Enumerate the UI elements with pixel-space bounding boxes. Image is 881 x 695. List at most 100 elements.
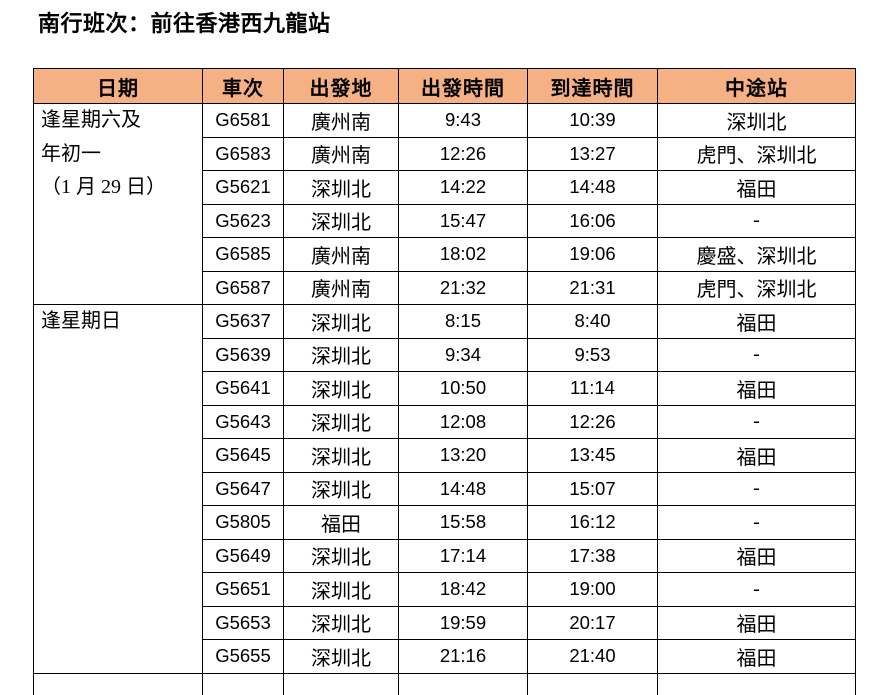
arrival-time-cell: 10:39: [528, 104, 658, 138]
via-stations-cell: -: [658, 573, 856, 607]
cut-off-cell: [34, 673, 203, 695]
train-no-cell: G5643: [203, 405, 284, 439]
arrival-time-cell: 9:53: [528, 338, 658, 372]
column-header-arrival-time: 到達時間: [528, 69, 658, 104]
cut-off-cell: [528, 673, 658, 695]
arrival-time-cell: 21:31: [528, 271, 658, 305]
departure-time-cell: 8:15: [399, 305, 528, 339]
cut-off-cell: [399, 673, 528, 695]
date-line: 逢星期日: [41, 305, 202, 339]
via-stations-cell: 福田: [658, 372, 856, 406]
table-header-row: 日期 車次 出發地 出發時間 到達時間 中途站: [34, 69, 856, 104]
via-stations-cell: -: [658, 405, 856, 439]
departure-time-cell: 12:08: [399, 405, 528, 439]
page-title: 南行班次：前往香港西九龍站: [38, 6, 331, 38]
origin-cell: 深圳北: [284, 405, 399, 439]
origin-cell: 深圳北: [284, 439, 399, 473]
via-stations-cell: -: [658, 472, 856, 506]
train-no-cell: G6587: [203, 271, 284, 305]
origin-cell: 廣州南: [284, 137, 399, 171]
arrival-time-cell: 14:48: [528, 171, 658, 205]
train-no-cell: G6583: [203, 137, 284, 171]
origin-cell: 深圳北: [284, 606, 399, 640]
departure-time-cell: 19:59: [399, 606, 528, 640]
train-no-cell: G5639: [203, 338, 284, 372]
cut-off-cell: [284, 673, 399, 695]
train-no-cell: G5621: [203, 171, 284, 205]
via-stations-cell: -: [658, 338, 856, 372]
arrival-time-cell: 21:40: [528, 640, 658, 674]
origin-cell: 深圳北: [284, 372, 399, 406]
departure-time-cell: 14:22: [399, 171, 528, 205]
via-stations-cell: -: [658, 506, 856, 540]
arrival-time-cell: 19:00: [528, 573, 658, 607]
via-stations-cell: 慶盛、深圳北: [658, 238, 856, 272]
departure-time-cell: 15:47: [399, 204, 528, 238]
via-stations-cell: 福田: [658, 539, 856, 573]
train-no-cell: G6585: [203, 238, 284, 272]
column-header-origin: 出發地: [284, 69, 399, 104]
origin-cell: 深圳北: [284, 171, 399, 205]
departure-time-cell: 10:50: [399, 372, 528, 406]
via-stations-cell: 深圳北: [658, 104, 856, 138]
via-stations-cell: -: [658, 204, 856, 238]
train-no-cell: G5641: [203, 372, 284, 406]
via-stations-cell: 福田: [658, 640, 856, 674]
train-no-cell: G5623: [203, 204, 284, 238]
date-cell: 逢星期日: [34, 305, 203, 674]
cut-off-cell: [203, 673, 284, 695]
arrival-time-cell: 16:12: [528, 506, 658, 540]
departure-time-cell: 17:14: [399, 539, 528, 573]
departure-time-cell: 18:02: [399, 238, 528, 272]
train-no-cell: G5649: [203, 539, 284, 573]
departure-time-cell: 15:58: [399, 506, 528, 540]
train-no-cell: G5653: [203, 606, 284, 640]
arrival-time-cell: 17:38: [528, 539, 658, 573]
column-header-departure-time: 出發時間: [399, 69, 528, 104]
cut-off-cell: [658, 673, 856, 695]
arrival-time-cell: 15:07: [528, 472, 658, 506]
origin-cell: 深圳北: [284, 305, 399, 339]
train-no-cell: G5805: [203, 506, 284, 540]
arrival-time-cell: 11:14: [528, 372, 658, 406]
origin-cell: 深圳北: [284, 204, 399, 238]
departure-time-cell: 13:20: [399, 439, 528, 473]
train-no-cell: G5651: [203, 573, 284, 607]
via-stations-cell: 福田: [658, 171, 856, 205]
train-no-cell: G5637: [203, 305, 284, 339]
date-line: （1 月 29 日）: [41, 171, 202, 205]
arrival-time-cell: 13:27: [528, 137, 658, 171]
date-line: 逢星期六及: [41, 104, 202, 138]
origin-cell: 深圳北: [284, 640, 399, 674]
train-no-cell: G5645: [203, 439, 284, 473]
origin-cell: 廣州南: [284, 104, 399, 138]
origin-cell: 深圳北: [284, 472, 399, 506]
via-stations-cell: 虎門、深圳北: [658, 137, 856, 171]
departure-time-cell: 9:43: [399, 104, 528, 138]
origin-cell: 福田: [284, 506, 399, 540]
train-no-cell: G6581: [203, 104, 284, 138]
origin-cell: 廣州南: [284, 238, 399, 272]
date-line: 年初一: [41, 138, 202, 172]
origin-cell: 深圳北: [284, 539, 399, 573]
column-header-train-no: 車次: [203, 69, 284, 104]
origin-cell: 廣州南: [284, 271, 399, 305]
train-schedule-table: 日期 車次 出發地 出發時間 到達時間 中途站 逢星期六及年初一（1 月 29 …: [33, 68, 856, 695]
departure-time-cell: 18:42: [399, 573, 528, 607]
departure-time-cell: 21:16: [399, 640, 528, 674]
origin-cell: 深圳北: [284, 573, 399, 607]
date-cell: 逢星期六及年初一（1 月 29 日）: [34, 104, 203, 305]
column-header-date: 日期: [34, 69, 203, 104]
origin-cell: 深圳北: [284, 338, 399, 372]
via-stations-cell: 虎門、深圳北: [658, 271, 856, 305]
train-no-cell: G5647: [203, 472, 284, 506]
departure-time-cell: 14:48: [399, 472, 528, 506]
departure-time-cell: 12:26: [399, 137, 528, 171]
departure-time-cell: 21:32: [399, 271, 528, 305]
departure-time-cell: 9:34: [399, 338, 528, 372]
arrival-time-cell: 12:26: [528, 405, 658, 439]
arrival-time-cell: 16:06: [528, 204, 658, 238]
